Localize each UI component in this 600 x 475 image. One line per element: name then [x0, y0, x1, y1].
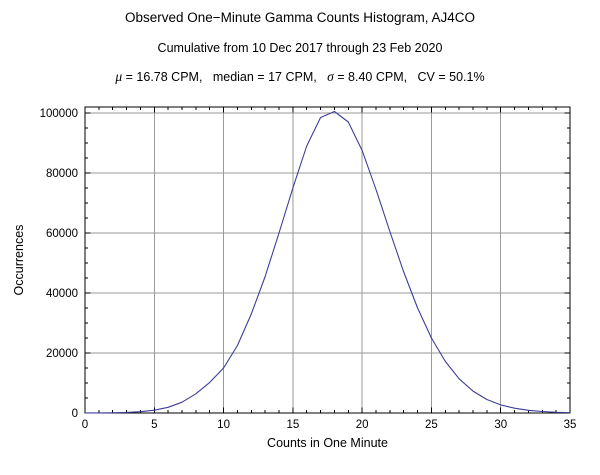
y-tick-label: 100000 [40, 108, 78, 120]
greek-symbol: μ [115, 69, 123, 84]
chart-subtitle: Cumulative from 10 Dec 2017 through 23 F… [157, 41, 443, 55]
x-tick-label: 5 [151, 419, 157, 431]
chart-stats-line: μ = 16.78 CPM, median = 17 CPM, σ = 8.40… [0, 69, 600, 85]
x-tick-label: 0 [82, 419, 88, 431]
histogram-curve [84, 110, 571, 414]
chart-title: Observed One−Minute Gamma Counts Histogr… [124, 10, 476, 25]
y-tick-label: 40000 [46, 288, 78, 300]
x-tick-label: 35 [564, 419, 577, 431]
y-tick-label: 20000 [46, 348, 78, 360]
x-axis-label: Counts in One Minute [267, 436, 388, 450]
x-tick-label: 25 [425, 419, 438, 431]
grid-lines [85, 107, 570, 413]
data-curve [84, 110, 571, 414]
x-tick-label: 20 [356, 419, 369, 431]
axis-ticks [84, 107, 571, 414]
x-tick-label: 10 [217, 419, 230, 431]
x-tick-label: 15 [286, 419, 299, 431]
tick-labels: 0 5 10 15 20 25 30 35 0 20000 40000 60000 80000 10000… [40, 108, 577, 431]
y-tick-label: 80000 [46, 168, 78, 180]
plot-frame [84, 106, 571, 414]
y-tick-label: 0 [72, 408, 78, 420]
stats-text: = 8.40 CPM, CV = 50.1% [333, 70, 485, 84]
greek-symbol: σ [327, 69, 334, 84]
y-tick-label: 60000 [46, 228, 78, 240]
x-tick-label: 30 [494, 419, 507, 431]
stats-text: = 16.78 CPM, median = 17 CPM, [122, 70, 328, 84]
